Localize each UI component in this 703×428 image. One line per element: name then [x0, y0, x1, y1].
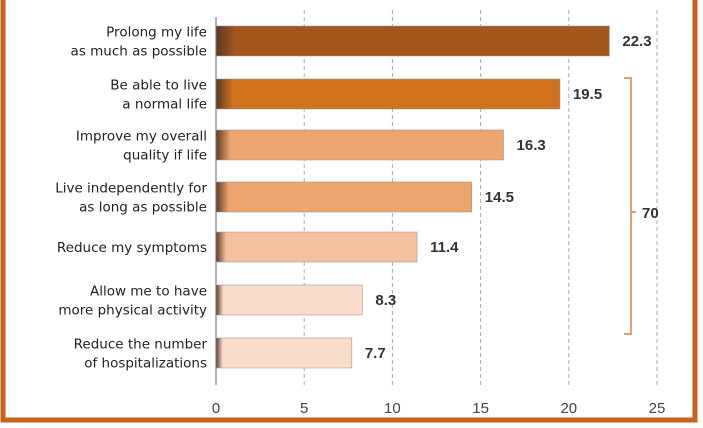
value-label: 16.3 [517, 137, 546, 154]
category-label: of hospitalizations [84, 356, 207, 372]
category-label: Live independently for [55, 181, 207, 197]
category-label: more physical activity [58, 303, 207, 319]
value-label: 7.7 [365, 345, 386, 362]
x-tick-label: 25 [649, 400, 666, 417]
value-label: 19.5 [573, 86, 602, 103]
category-label: as much as possible [71, 44, 207, 60]
bar [215, 231, 418, 263]
category-label: Allow me to have [90, 284, 207, 300]
bar [215, 181, 473, 213]
bar [215, 129, 504, 161]
value-label: 14.5 [485, 189, 514, 206]
category-label: a normal life [122, 97, 207, 113]
category-label: quality if life [123, 148, 207, 164]
category-label: Improve my overall [76, 129, 207, 145]
x-tick-label: 15 [472, 400, 489, 417]
bracket-total-label: 70 [642, 205, 659, 222]
x-tick-label: 20 [560, 400, 577, 417]
x-tick-label: 5 [300, 400, 308, 417]
category-label: as long as possible [79, 200, 207, 216]
value-label: 8.3 [375, 292, 396, 309]
category-label: Prolong my life [106, 25, 207, 41]
value-label: 11.4 [430, 239, 459, 256]
bar [215, 284, 363, 316]
value-label: 22.3 [622, 33, 651, 50]
bracket [624, 77, 636, 335]
bar [215, 337, 353, 369]
bar [215, 78, 561, 110]
category-label: Reduce my symptoms [57, 240, 207, 256]
bar [215, 25, 610, 57]
x-tick-label: 0 [212, 400, 220, 417]
category-label: Be able to live [110, 78, 207, 94]
x-tick-label: 10 [384, 400, 401, 417]
category-label: Reduce the number [74, 337, 208, 353]
